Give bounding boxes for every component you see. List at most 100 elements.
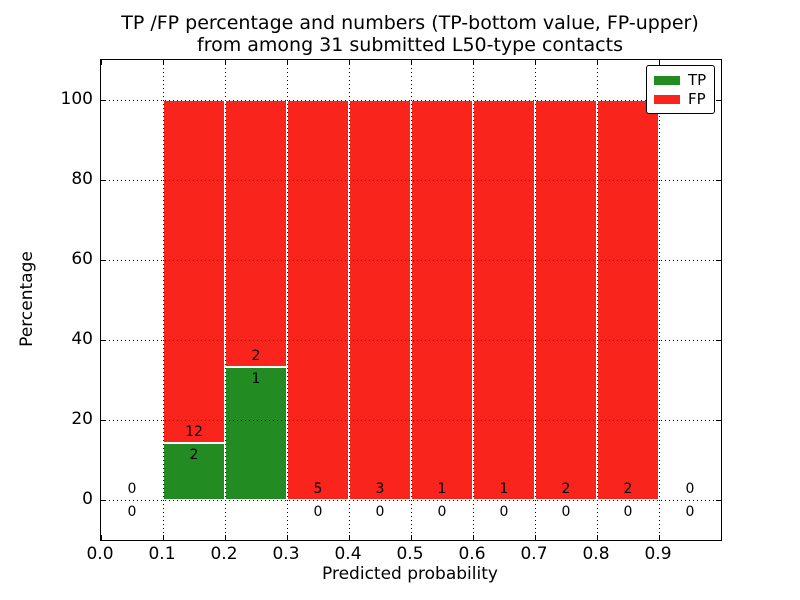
- tp-count-label: 0: [623, 504, 633, 520]
- tp-count-label: 1: [251, 370, 261, 387]
- fp-count-label: 2: [251, 347, 261, 364]
- y-tick-mark: [716, 500, 721, 501]
- tp-count-label: 0: [313, 504, 323, 520]
- x-gridline: [349, 60, 350, 540]
- x-tick-mark: [163, 60, 164, 65]
- bar-fp-segment: [473, 100, 535, 500]
- y-tick-label: 60: [71, 249, 93, 269]
- x-tick-label: 0.0: [86, 544, 114, 564]
- y-tick-mark: [716, 180, 721, 181]
- x-tick-label: 0.6: [458, 544, 486, 564]
- y-tick-label: 100: [60, 89, 93, 109]
- x-axis-label: Predicted probability: [322, 564, 498, 584]
- bar-fp-segment: [287, 100, 349, 500]
- tp-count-label: 0: [561, 504, 571, 520]
- y-tick-mark: [101, 260, 106, 261]
- tp-count-label: 0: [375, 504, 385, 520]
- legend: TP FP: [646, 65, 715, 114]
- x-tick-mark: [287, 535, 288, 540]
- tp-count-label: 0: [127, 504, 137, 520]
- y-tick-mark: [716, 420, 721, 421]
- fp-count-label: 0: [127, 481, 137, 497]
- tp-count-label: 2: [189, 446, 199, 463]
- x-tick-mark: [411, 60, 412, 65]
- bar-tp-segment: [225, 366, 287, 500]
- y-tick-label: 80: [71, 169, 93, 189]
- x-gridline: [411, 60, 412, 540]
- x-tick-mark: [535, 60, 536, 65]
- x-gridline: [163, 60, 164, 540]
- plot-area: 0 0 12 2 2 1 5 0 3 0 1 0 1 0 2 0 2 0 0 0: [100, 59, 722, 541]
- x-tick-mark: [287, 60, 288, 65]
- x-tick-label: 0.1: [148, 544, 176, 564]
- x-tick-label: 0.2: [210, 544, 238, 564]
- x-tick-mark: [659, 60, 660, 65]
- y-tick-mark: [716, 100, 721, 101]
- x-tick-mark: [101, 535, 102, 540]
- tp-count-label: 0: [437, 504, 447, 520]
- x-gridline: [225, 60, 226, 540]
- chart-title: TP /FP percentage and numbers (TP-bottom…: [110, 12, 710, 56]
- legend-label-fp: FP: [688, 90, 706, 108]
- x-tick-label: 0.3: [272, 544, 300, 564]
- tp-count-label: 0: [499, 504, 509, 520]
- x-tick-mark: [163, 535, 164, 540]
- x-tick-mark: [349, 535, 350, 540]
- y-tick-label: 40: [71, 329, 93, 349]
- legend-item-fp: FP: [654, 91, 707, 107]
- x-tick-mark: [349, 60, 350, 65]
- x-tick-mark: [225, 60, 226, 65]
- tp-color-swatch: [654, 75, 680, 85]
- bar-tp-segment: [163, 442, 225, 500]
- x-tick-label: 0.9: [644, 544, 672, 564]
- legend-item-tp: TP: [654, 72, 707, 88]
- x-tick-mark: [473, 60, 474, 65]
- fp-count-label: 5: [313, 481, 323, 497]
- x-tick-mark: [597, 535, 598, 540]
- bar-fp-segment: [535, 100, 597, 500]
- y-tick-mark: [716, 260, 721, 261]
- bar-fp-segment: [163, 100, 225, 443]
- x-tick-mark: [473, 535, 474, 540]
- tp-count-label: 0: [685, 504, 695, 520]
- bar-fp-segment: [411, 100, 473, 500]
- fp-count-label: 2: [623, 481, 633, 497]
- x-tick-mark: [101, 60, 102, 65]
- y-tick-label: 20: [71, 409, 93, 429]
- y-tick-mark: [101, 100, 106, 101]
- bar-fp-segment: [225, 100, 287, 367]
- x-tick-label: 0.4: [334, 544, 362, 564]
- x-tick-mark: [225, 535, 226, 540]
- x-gridline: [597, 60, 598, 540]
- x-tick-label: 0.8: [582, 544, 610, 564]
- y-tick-label: 0: [82, 489, 93, 509]
- x-gridline: [287, 60, 288, 540]
- x-tick-mark: [597, 60, 598, 65]
- legend-label-tp: TP: [688, 71, 707, 89]
- chart-title-line2: from among 31 submitted L50-type contact…: [197, 34, 623, 56]
- y-tick-mark: [101, 500, 106, 501]
- y-tick-mark: [716, 340, 721, 341]
- fp-color-swatch: [654, 94, 680, 104]
- x-gridline: [535, 60, 536, 540]
- y-tick-mark: [101, 340, 106, 341]
- fp-count-label: 2: [561, 481, 571, 497]
- x-tick-label: 0.7: [520, 544, 548, 564]
- bar-fp-segment: [349, 100, 411, 500]
- x-tick-mark: [411, 535, 412, 540]
- fp-count-label: 12: [185, 423, 203, 440]
- x-tick-label: 0.5: [396, 544, 424, 564]
- bar-fp-segment: [597, 100, 659, 500]
- y-tick-mark: [101, 420, 106, 421]
- y-tick-mark: [101, 180, 106, 181]
- x-tick-mark: [659, 535, 660, 540]
- fp-count-label: 1: [437, 481, 447, 497]
- fp-count-label: 0: [685, 481, 695, 497]
- x-tick-mark: [535, 535, 536, 540]
- fp-count-label: 3: [375, 481, 385, 497]
- fp-count-label: 1: [499, 481, 509, 497]
- x-gridline: [473, 60, 474, 540]
- x-gridline: [659, 60, 660, 540]
- chart-title-line1: TP /FP percentage and numbers (TP-bottom…: [121, 12, 699, 34]
